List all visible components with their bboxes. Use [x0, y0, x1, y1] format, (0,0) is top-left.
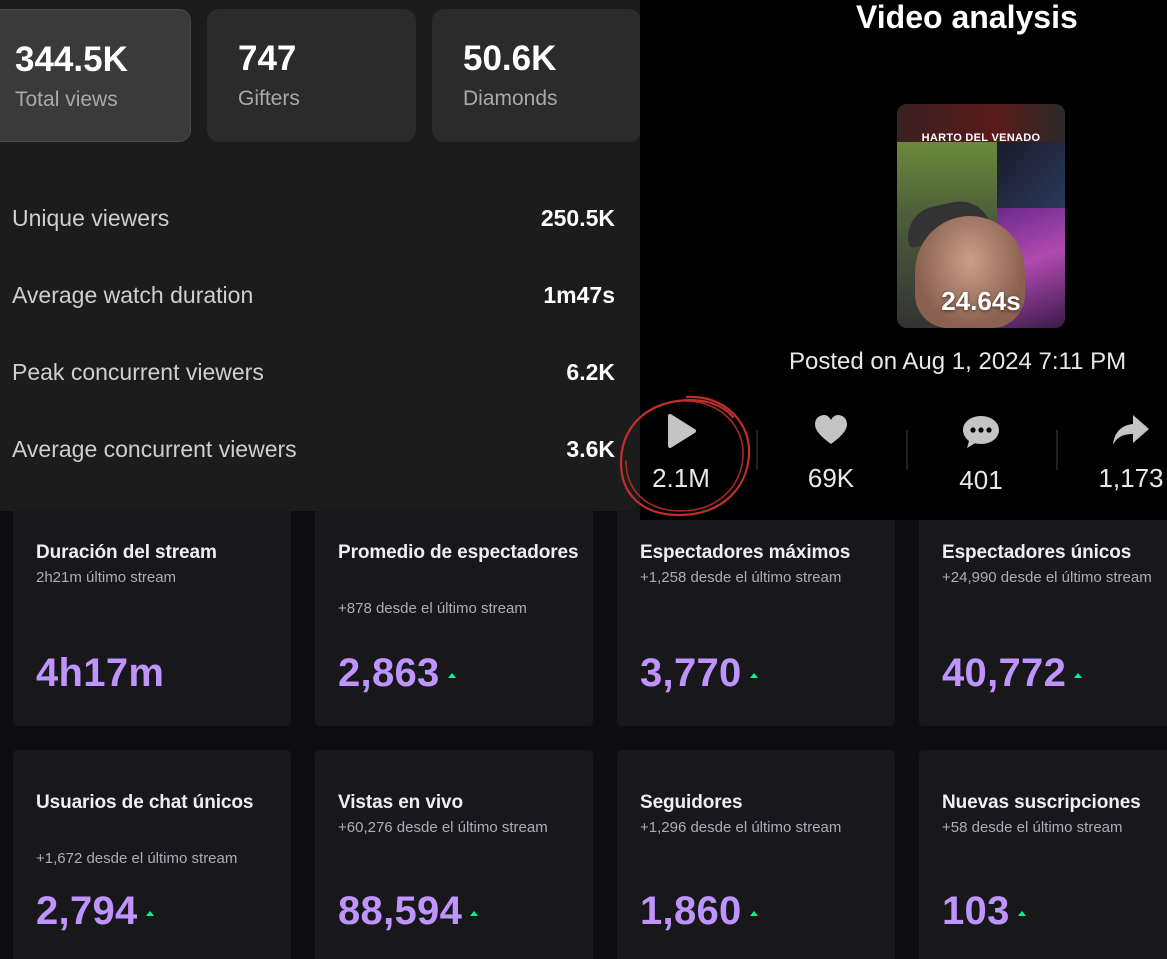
kpi-value: 344.5K [15, 40, 128, 79]
card-subtitle: +60,276 desde el último stream [338, 819, 548, 836]
stat-likes[interactable]: 69K [776, 412, 886, 494]
live-stats-panel: 344.5K Total views 747 Gifters 50.6K Dia… [0, 0, 641, 511]
card-value-text: 3,770 [640, 651, 742, 695]
card-value-text: 88,594 [338, 889, 463, 933]
card-subtitle: +1,258 desde el último stream [640, 569, 842, 586]
video-analysis-panel: Video analysis HARTO DEL VENADO 24.64s P… [640, 0, 1167, 520]
card-value-text: 103 [942, 889, 1010, 933]
stat-views[interactable]: 2.1M [626, 412, 736, 494]
card-value-text: 40,772 [942, 651, 1067, 695]
metric-row-average-watch-duration: Average watch duration 1m47s [12, 282, 615, 309]
stat-divider [1056, 430, 1058, 470]
thumbnail-banner [897, 104, 1065, 142]
stat-value: 1,173 [1098, 463, 1164, 493]
card-subtitle: +24,990 desde el último stream [942, 569, 1152, 586]
card-value: 88,594 [338, 889, 479, 934]
card-subtitle: +878 desde el último stream [338, 600, 527, 617]
card-value: 103 [942, 889, 1026, 934]
kpi-total-views[interactable]: 344.5K Total views [0, 9, 191, 142]
card-title: Espectadores únicos [942, 542, 1132, 563]
stat-value: 2.1M [652, 463, 710, 493]
card-value: 2,863 [338, 651, 456, 696]
share-icon [1113, 415, 1149, 445]
card-subtitle: 2h21m último stream [36, 569, 177, 586]
card-value-text: 1,860 [640, 889, 742, 933]
kpi-label: Total views [15, 88, 118, 111]
metric-row-peak-concurrent-viewers: Peak concurrent viewers 6.2K [12, 359, 615, 386]
kpi-label: Gifters [238, 87, 300, 110]
metric-label: Average concurrent viewers [12, 436, 297, 462]
stat-card-peak-viewers: Espectadores máximos +1,258 desde el últ… [617, 500, 895, 726]
stat-comments[interactable]: 401 [926, 412, 1036, 496]
metric-value: 3.6K [566, 436, 615, 462]
stat-card-unique-viewers: Espectadores únicos +24,990 desde el últ… [919, 500, 1167, 726]
card-value-text: 4h17m [36, 651, 165, 695]
card-title: Seguidores [640, 792, 743, 813]
stat-card-new-subscriptions: Nuevas suscripciones +58 desde el último… [919, 750, 1167, 959]
kpi-value: 747 [238, 39, 297, 78]
kpi-gifters[interactable]: 747 Gifters [207, 9, 416, 142]
card-value: 2,794 [36, 889, 154, 934]
metric-row-unique-viewers: Unique viewers 250.5K [12, 205, 615, 232]
metric-value: 6.2K [566, 359, 615, 385]
card-subtitle: +58 desde el último stream [942, 819, 1123, 836]
stat-divider [756, 430, 758, 470]
card-subtitle: +1,296 desde el último stream [640, 819, 842, 836]
card-value: 40,772 [942, 651, 1083, 696]
card-value: 4h17m [36, 651, 164, 696]
kpi-diamonds[interactable]: 50.6K Diamonds [432, 9, 641, 142]
metric-row-average-concurrent-viewers: Average concurrent viewers 3.6K [12, 436, 615, 463]
card-title: Promedio de espectadores [338, 542, 579, 563]
trend-up-icon [1017, 911, 1026, 916]
thumbnail-scene [997, 142, 1065, 208]
metric-label: Unique viewers [12, 205, 170, 231]
trend-up-icon [749, 911, 758, 916]
kpi-value: 50.6K [463, 39, 557, 78]
stat-card-unique-chatters: Usuarios de chat únicos +1,672 desde el … [13, 750, 291, 959]
metric-value: 1m47s [543, 282, 615, 308]
trend-up-icon [749, 673, 758, 678]
stat-divider [906, 430, 908, 470]
stat-card-average-viewers: Promedio de espectadores +878 desde el ú… [315, 500, 593, 726]
metric-label: Average watch duration [12, 282, 254, 308]
metric-value: 250.5K [540, 205, 615, 231]
play-icon [668, 414, 696, 448]
card-value-text: 2,863 [338, 651, 440, 695]
trend-up-icon [470, 911, 479, 916]
trend-up-icon [447, 673, 456, 678]
stat-card-followers: Seguidores +1,296 desde el último stream… [617, 750, 895, 959]
stat-value: 401 [959, 465, 1003, 495]
posted-date: Posted on Aug 1, 2024 7:11 PM [789, 348, 1127, 375]
card-title: Duración del stream [36, 542, 217, 563]
thumbnail-figure [915, 216, 1025, 328]
stat-card-stream-duration: Duración del stream 2h21m último stream … [13, 500, 291, 726]
card-title: Vistas en vivo [338, 792, 463, 813]
stat-shares[interactable]: 1,173 [1076, 412, 1167, 494]
video-thumbnail[interactable]: HARTO DEL VENADO 24.64s [897, 104, 1065, 328]
card-value: 3,770 [640, 651, 758, 696]
card-title: Nuevas suscripciones [942, 792, 1141, 813]
video-analysis-title: Video analysis [856, 0, 1078, 35]
card-title: Espectadores máximos [640, 542, 851, 563]
stat-card-live-views: Vistas en vivo +60,276 desde el último s… [315, 750, 593, 959]
metric-label: Peak concurrent viewers [12, 359, 264, 385]
stat-value: 69K [807, 463, 855, 493]
heart-icon [815, 415, 847, 444]
card-title: Usuarios de chat únicos [36, 792, 254, 813]
card-subtitle: +1,672 desde el último stream [36, 850, 238, 867]
thumbnail-caption: HARTO DEL VENADO [921, 132, 1041, 144]
kpi-label: Diamonds [463, 87, 558, 110]
card-value-text: 2,794 [36, 889, 138, 933]
trend-up-icon [1074, 673, 1083, 678]
card-value: 1,860 [640, 889, 758, 934]
video-duration: 24.64s [941, 286, 1021, 316]
trend-up-icon [145, 911, 154, 916]
comment-icon [963, 416, 999, 448]
